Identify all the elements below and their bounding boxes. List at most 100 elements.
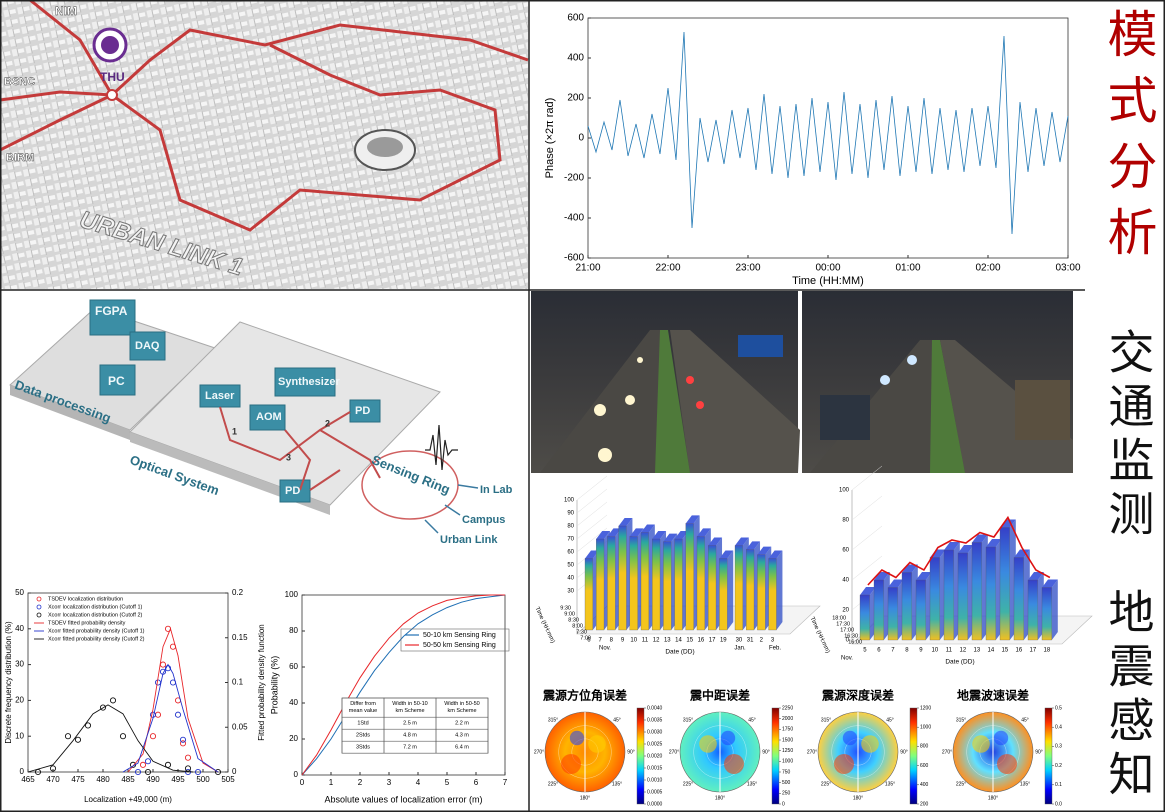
- bar: [873, 579, 884, 641]
- bar: [734, 545, 743, 631]
- scatter-point: [119, 733, 127, 740]
- scatter-point: [159, 661, 167, 668]
- angle-label: 135°: [747, 781, 757, 787]
- bar: [1027, 579, 1038, 641]
- diagram-label: 3: [286, 452, 291, 462]
- angle-label: 180°: [853, 795, 863, 801]
- y-tick-label: 20: [15, 696, 24, 705]
- y-tick-label: 17:00: [840, 627, 854, 633]
- bar: [596, 538, 605, 631]
- x-tick-label: 5: [863, 648, 867, 654]
- bar-top: [585, 550, 599, 559]
- angle-label: 315°: [956, 717, 966, 723]
- colorbar-tick-label: 1750: [782, 727, 793, 733]
- z-tick-label: 80: [842, 518, 849, 524]
- legend-swatch: [36, 604, 42, 610]
- colorbar-tick-label: 0.2: [1055, 763, 1062, 769]
- month-label: Nov.: [599, 646, 611, 652]
- bar: [999, 527, 1010, 641]
- x-tick-label: 18: [1044, 648, 1051, 654]
- y-tick-label: 20: [289, 734, 298, 743]
- road: [670, 330, 800, 473]
- bar: [929, 557, 940, 641]
- map-panel: NIM BSNC THU BIRM URBAN LINK 1: [0, 0, 529, 289]
- y-tick-label: 40: [15, 624, 24, 633]
- colorbar-tick-label: 0.0025: [647, 741, 663, 747]
- bar-top: [735, 537, 749, 546]
- bar-top: [768, 550, 783, 559]
- heatmap-blob: [861, 735, 879, 753]
- y-tick-label: 30: [15, 660, 24, 669]
- bar: [757, 554, 766, 631]
- heatmap-blob: [561, 754, 581, 774]
- z-tick-label: 0: [846, 638, 850, 644]
- device: [89, 299, 136, 336]
- scatter-point: [64, 733, 72, 740]
- section-label: 模式分析: [1100, 8, 1158, 272]
- bar-top: [697, 528, 711, 537]
- x-tick-label: 22:00: [655, 263, 680, 274]
- scatter-point: [184, 765, 192, 772]
- colorbar-tick-label: 2250: [782, 705, 793, 711]
- scatter-point: [194, 768, 202, 776]
- fitted-line: [27, 704, 194, 773]
- colorbar-tick-label: 0.0010: [647, 777, 663, 783]
- truck: [1015, 380, 1070, 440]
- bar: [618, 525, 627, 631]
- scatter-point: [49, 765, 57, 772]
- diagram-label: Synthesizer: [278, 376, 340, 388]
- arrow: [424, 519, 439, 534]
- grid-line: [576, 488, 608, 514]
- scatter-point: [149, 733, 157, 740]
- colorbar-tick-label: 0.0000: [647, 801, 663, 807]
- angle-label: 270°: [669, 749, 679, 755]
- traffic-photos: [531, 291, 1073, 473]
- x-tick-label: 10: [932, 648, 939, 654]
- angle-label: 225°: [956, 781, 966, 787]
- heatmap-title: 震源深度误差: [822, 688, 894, 703]
- x-tick-label: 495: [171, 775, 185, 784]
- x-tick-label: 5: [445, 778, 450, 787]
- y-tick-label: 60: [289, 662, 298, 671]
- bar: [957, 552, 968, 641]
- x-tick-label: 7: [503, 778, 508, 787]
- bar: [985, 546, 996, 641]
- median: [655, 330, 690, 473]
- colorbar-tick-label: 1500: [782, 737, 793, 743]
- x-tick-label: 6: [587, 638, 591, 644]
- x-tick-label: 30: [736, 638, 743, 644]
- y-tick-label: 9:00: [564, 611, 575, 617]
- x-tick-label: 16: [1016, 648, 1023, 654]
- diagram-label: PD: [285, 485, 300, 497]
- colorbar-tick-label: 1000: [920, 725, 931, 731]
- z-tick-label: 50: [567, 563, 574, 569]
- z-tick-label: 30: [567, 589, 574, 595]
- angle-label: 270°: [534, 749, 544, 755]
- colorbar-tick-label: 0.4: [1055, 725, 1062, 731]
- device: [249, 404, 286, 431]
- y2-tick-label: 0.2: [232, 588, 244, 597]
- y-tick-label: 200: [567, 93, 584, 104]
- bar: [708, 545, 717, 631]
- bar-side: [727, 550, 734, 630]
- x-tick-label: 12: [653, 638, 660, 644]
- table-text: 1Std: [357, 721, 368, 727]
- line: [587, 31, 1069, 235]
- y-tick-label: -400: [564, 213, 584, 224]
- angle-label: 270°: [942, 749, 952, 755]
- grid-line: [851, 465, 883, 491]
- angle-label: 45°: [1021, 717, 1029, 723]
- grid-line: [851, 555, 883, 581]
- z-tick-label: 40: [567, 576, 574, 582]
- device: [349, 399, 381, 423]
- x-tick-label: 4: [416, 778, 421, 787]
- legend-label: 50-10 km Sensing Ring: [423, 632, 496, 639]
- colorbar-tick-label: 250: [782, 791, 791, 797]
- x-tick-label: 465: [21, 775, 35, 784]
- y-tick-label: 17:30: [836, 621, 850, 627]
- angle-label: 90°: [627, 749, 635, 755]
- colorbar-tick-label: 750: [782, 769, 791, 775]
- x-axis-label: Date (DD): [665, 649, 694, 656]
- bar-top: [757, 546, 772, 555]
- y-tick-label: 40: [289, 698, 298, 707]
